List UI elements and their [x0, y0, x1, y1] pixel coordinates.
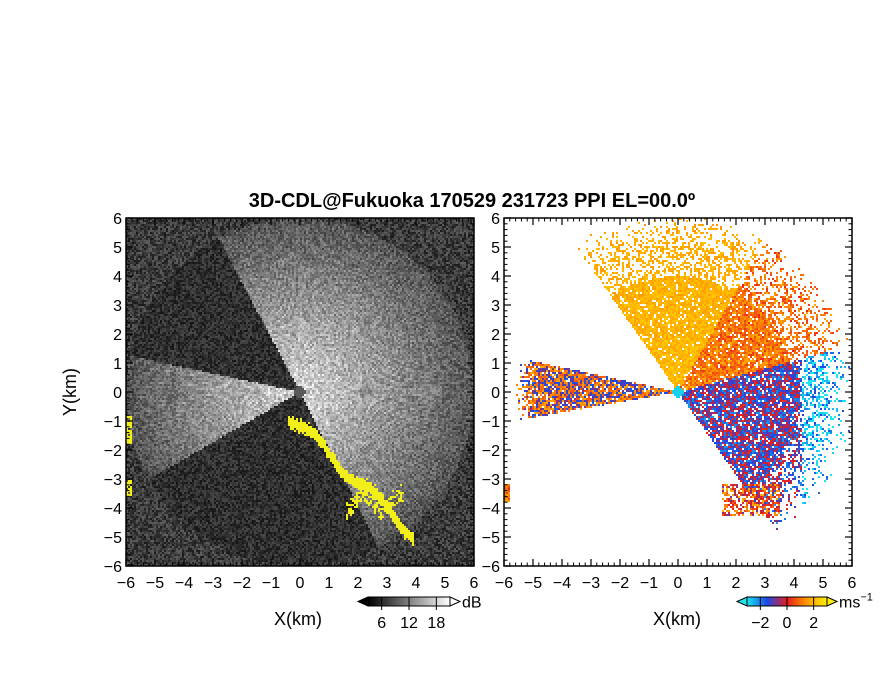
left-y-tick-label: 5 — [113, 240, 122, 257]
right-x-tick-label: −4 — [553, 575, 571, 592]
velocity-colorbar: −2 0 2 ms−1 — [735, 592, 873, 632]
right-x-tick-label: −2 — [611, 575, 629, 592]
reflectivity-colorbar: 6 12 18 dB — [356, 595, 482, 632]
right-colorbar-tick-label: 0 — [783, 615, 792, 632]
right-y-tick-label: 6 — [491, 211, 500, 228]
left-x-tick-label: 2 — [354, 575, 363, 592]
left-y-tick-label: −4 — [104, 501, 122, 518]
left-y-axis-label: Y(km) — [60, 368, 80, 416]
right-colorbar-tick-label: −2 — [751, 615, 769, 632]
right-y-tick-label: −2 — [482, 443, 500, 460]
left-x-tick-label: −3 — [204, 575, 222, 592]
right-x-tick-label: −1 — [640, 575, 658, 592]
left-colorbar-tick-label: 6 — [377, 615, 386, 632]
right-x-tick-label: −6 — [495, 575, 513, 592]
right-x-tick-label: −3 — [582, 575, 600, 592]
left-x-tick-label: −5 — [146, 575, 164, 592]
right-y-tick-label: −4 — [482, 501, 500, 518]
left-colorbar-low-arrow — [356, 596, 369, 607]
left-x-tick-label: 0 — [296, 575, 305, 592]
reflectivity-panel: −6−6 −5 −5 −4 −4 −3 −3 −2 −2 −1 −1 0 0 1 1 2 2 3 3 4 4 5 5 6 6 — [104, 211, 479, 592]
left-x-tick-label: −2 — [233, 575, 251, 592]
right-colorbar-high-arrow — [826, 596, 839, 607]
left-y-tick-label: 1 — [113, 356, 122, 373]
right-radar-field — [504, 218, 852, 566]
right-x-tick-label: 1 — [703, 575, 712, 592]
left-y-tick-label: −5 — [104, 530, 122, 547]
right-x-tick-label: 0 — [674, 575, 683, 592]
right-y-tick-label: 0 — [491, 385, 500, 402]
left-colorbar-tick-label: 18 — [427, 615, 445, 632]
left-x-axis-label: X(km) — [274, 609, 322, 629]
right-x-tick-label: 2 — [732, 575, 741, 592]
left-radar-field — [126, 218, 474, 566]
right-y-tick-label: −1 — [482, 414, 500, 431]
left-y-tick-label: 0 — [113, 385, 122, 402]
left-y-tick-label: −1 — [104, 414, 122, 431]
left-y-tick-label: −6 — [104, 559, 122, 576]
left-x-tick-label: 4 — [412, 575, 421, 592]
right-colorbar-low-arrow — [735, 596, 748, 607]
left-y-tick-label: 3 — [113, 298, 122, 315]
right-y-tick-label: 4 — [491, 269, 500, 286]
left-y-tick-label: 2 — [113, 327, 122, 344]
right-colorbar-tick-label: 2 — [809, 615, 818, 632]
left-y-tick-label: −2 — [104, 443, 122, 460]
left-colorbar-tick-label: 12 — [400, 615, 418, 632]
right-x-tick-label: 4 — [790, 575, 799, 592]
left-x-tick-label: −1 — [262, 575, 280, 592]
right-y-tick-label: 2 — [491, 327, 500, 344]
left-colorbar-unit: dB — [462, 595, 482, 612]
chart-title: 3D-CDL@Fukuoka 170529 231723 PPI EL=00.0… — [249, 190, 695, 212]
left-x-tick-label: 1 — [325, 575, 334, 592]
left-x-tick-label: 3 — [383, 575, 392, 592]
left-x-tick-label: 5 — [441, 575, 450, 592]
right-x-tick-label: 5 — [819, 575, 828, 592]
left-x-tick-label: −4 — [175, 575, 193, 592]
right-y-tick-label: −3 — [482, 472, 500, 489]
right-y-tick-label: −6 — [482, 559, 500, 576]
left-y-tick-label: −3 — [104, 472, 122, 489]
left-y-tick-label: 6 — [113, 211, 122, 228]
right-x-tick-label: −5 — [524, 575, 542, 592]
right-y-tick-label: 5 — [491, 240, 500, 257]
right-x-tick-label: 6 — [848, 575, 857, 592]
left-x-tick-label: 6 — [470, 575, 479, 592]
right-colorbar-unit: ms−1 — [839, 592, 873, 612]
right-x-tick-label: 3 — [761, 575, 770, 592]
left-x-tick-label: −6 — [117, 575, 135, 592]
left-y-tick-label: 4 — [113, 269, 122, 286]
velocity-panel: −6−6 −5 −5 −4 −4 −3 −3 −2 −2 −1 −1 0 0 1 1 2 2 3 3 4 4 5 5 6 6 — [482, 211, 857, 592]
left-colorbar-high-arrow — [449, 596, 462, 607]
right-y-tick-label: 3 — [491, 298, 500, 315]
right-y-tick-label: −5 — [482, 530, 500, 547]
right-x-axis-label: X(km) — [653, 609, 701, 629]
right-y-tick-label: 1 — [491, 356, 500, 373]
